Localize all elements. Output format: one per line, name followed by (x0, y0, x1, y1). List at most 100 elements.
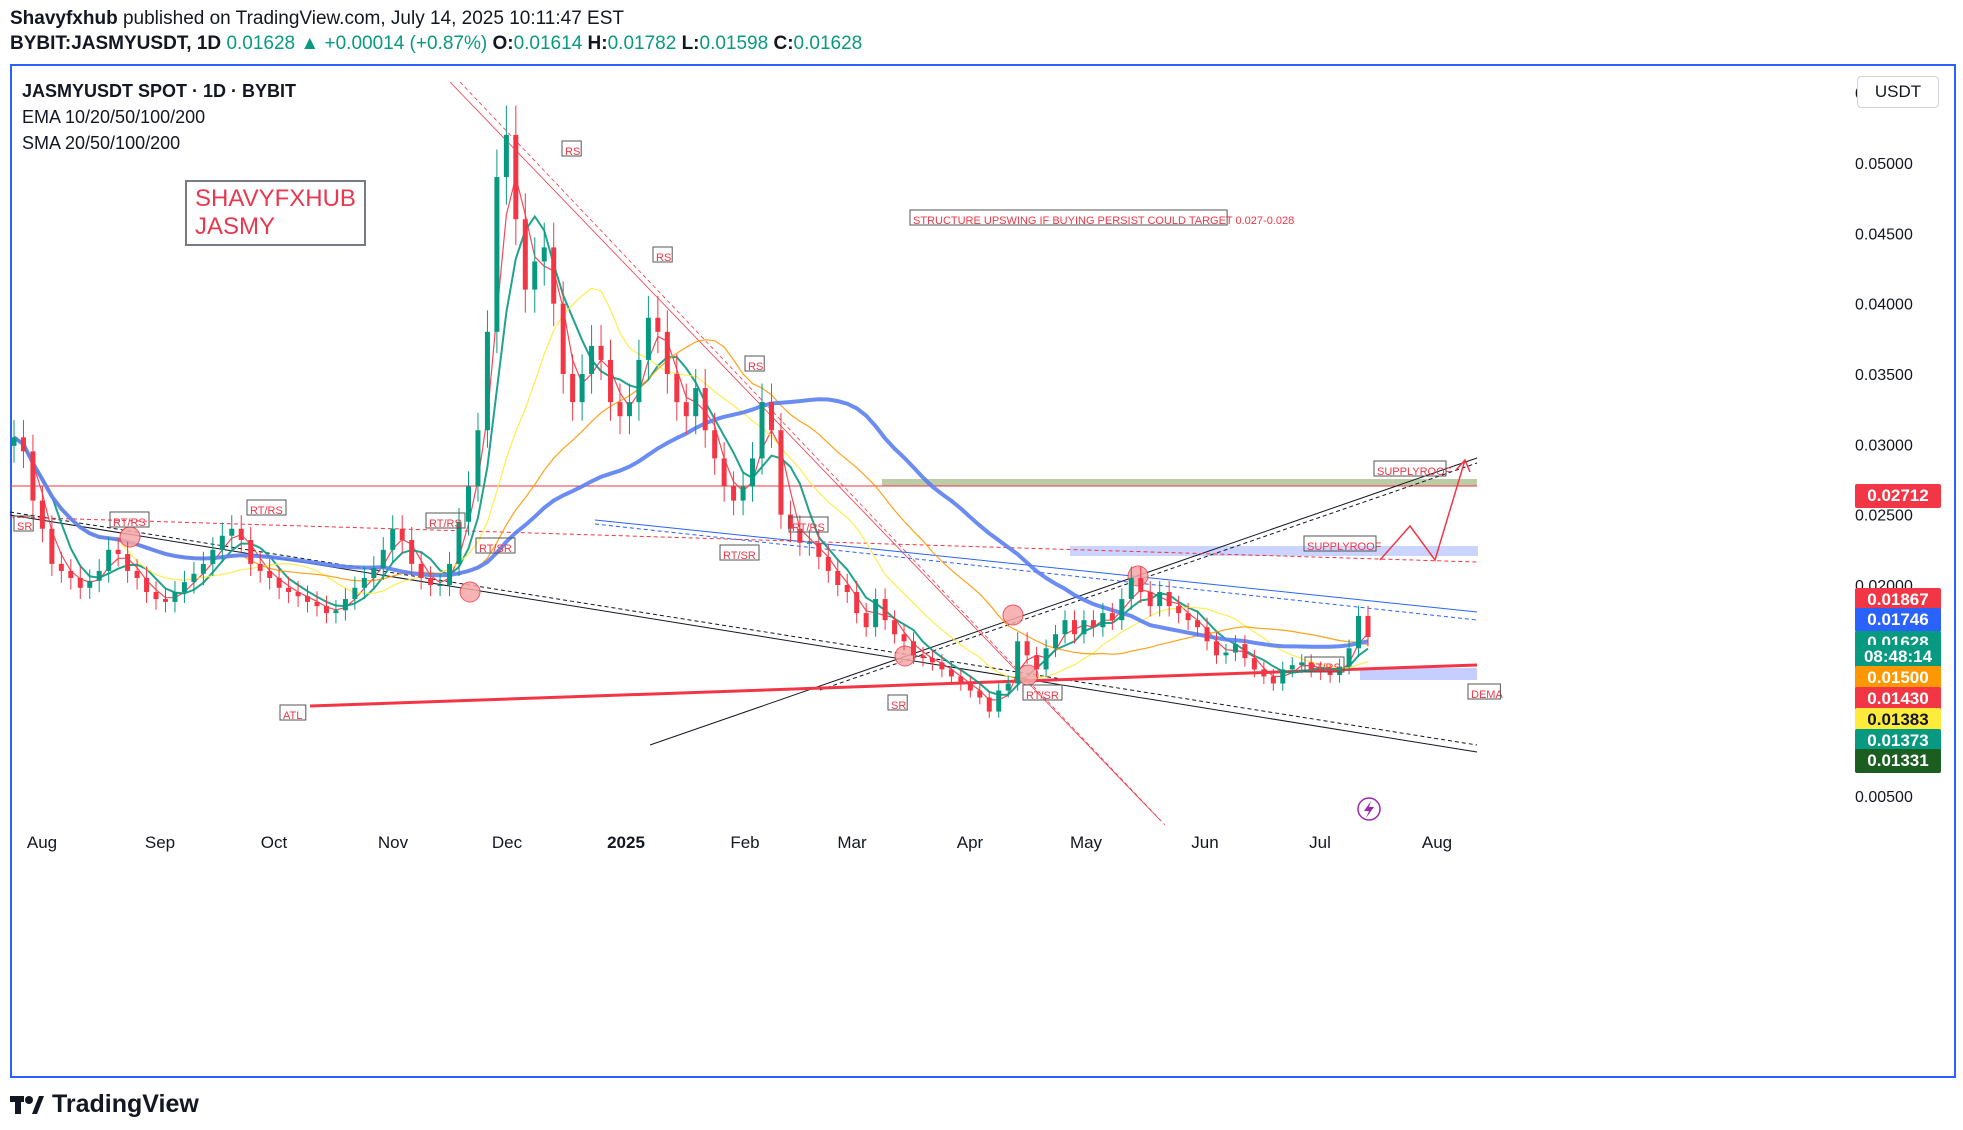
ema-10-line (13, 176, 1369, 701)
candle-body (144, 577, 150, 593)
tag-text: RS (656, 252, 671, 264)
candle-body (1195, 620, 1201, 628)
candle-body (380, 549, 386, 569)
candle-body (248, 539, 254, 564)
candle-body (1289, 665, 1295, 670)
y-tick-label: 0.04500 (1855, 226, 1913, 243)
ema-200-line (12, 397, 1369, 649)
candle-body (825, 556, 831, 571)
footer-brand[interactable]: TradingView (10, 1090, 199, 1119)
candle-body (1337, 666, 1343, 676)
candle-body (1232, 644, 1238, 653)
price-axis-label: 0.01500 (1855, 666, 1941, 690)
candle-body (1318, 669, 1324, 673)
candle-body (1053, 634, 1059, 649)
level-tag: RT/SR (719, 544, 760, 562)
candle-body (693, 388, 699, 417)
pivot-marker (459, 581, 481, 603)
change-arrow-icon: ▲ (300, 33, 320, 54)
candle-body (323, 606, 329, 614)
tag-border (1467, 683, 1501, 700)
author-name[interactable]: Shavyfxhub (10, 8, 118, 29)
candle-body (484, 331, 490, 431)
candle-body (683, 402, 689, 417)
tag-border (1304, 656, 1345, 673)
ema-20-line (13, 214, 1369, 696)
candle-body (977, 690, 983, 698)
tradingview-logo-icon (10, 1094, 44, 1116)
candle-body (219, 535, 225, 550)
candle-body (560, 303, 566, 374)
level-tag: SR (13, 515, 34, 533)
currency-button[interactable]: USDT (1857, 76, 1939, 108)
candle-body (1166, 592, 1172, 607)
candle-body (428, 577, 434, 585)
ascending-channel-line (649, 457, 1478, 746)
tag-text: RT/SR (723, 550, 756, 562)
candle-body (778, 430, 784, 515)
candle-body (399, 528, 405, 540)
tag-text: SUPPLYROOF (1377, 466, 1452, 478)
pivot-marker (119, 526, 141, 548)
candle-body (1185, 613, 1191, 621)
candle-body (1214, 641, 1220, 656)
candle-body (598, 345, 604, 360)
candle-body (835, 570, 841, 585)
candle-body (532, 261, 538, 290)
x-tick-label: Aug (1422, 833, 1452, 852)
price-axis-label: 0.02712 (1855, 484, 1941, 508)
candle-body (134, 570, 140, 578)
candle-body (1270, 676, 1276, 684)
descending-trendline-dashed (459, 81, 1166, 826)
candle-body (712, 430, 718, 459)
tag-text: RT/RS (250, 505, 283, 517)
candle-body (1015, 641, 1021, 684)
candle-body (1147, 592, 1153, 607)
candle-body (967, 683, 973, 691)
sma-100-line (13, 339, 1369, 655)
y-tick-label: 0.02500 (1855, 508, 1913, 525)
candle-body (314, 601, 320, 607)
alert-lightning-icon (1357, 797, 1381, 821)
last-price: 0.01628 (226, 33, 296, 54)
candle-body (986, 697, 992, 712)
candle-body (1062, 620, 1068, 635)
low-value: 0.01598 (699, 33, 769, 54)
brand-line-2: JASMY (195, 213, 276, 240)
legend-sma[interactable]: SMA 20/50/100/200 (22, 133, 181, 153)
legend-ema[interactable]: EMA 10/20/50/100/200 (22, 107, 206, 127)
candle-body (1119, 599, 1125, 621)
candle-body (806, 542, 812, 544)
tag-text: RT/SR (479, 543, 512, 555)
candle-body (1109, 613, 1115, 621)
candle-body (58, 563, 64, 571)
candle-body (96, 570, 102, 581)
candle-body (181, 582, 187, 593)
candle-body (1223, 652, 1229, 656)
y-tick-label: 0.03000 (1855, 437, 1913, 454)
tag-text: STRUCTURE UPSWING IF BUYING PERSIST COUL… (913, 215, 1294, 227)
candle-body (1327, 672, 1333, 676)
tag-border (13, 515, 34, 532)
candle-body (626, 402, 632, 417)
level-tag: RS (652, 246, 673, 264)
candle-body (447, 563, 453, 585)
candle-body (1356, 615, 1362, 649)
tag-text: RT/RS (429, 518, 462, 530)
candle-body (1090, 620, 1096, 628)
candle-body (787, 514, 793, 529)
x-tick-label: Mar (837, 833, 867, 852)
candle-body (162, 599, 168, 602)
candle-body (1204, 627, 1210, 642)
y-tick-label: 0.04000 (1855, 297, 1913, 314)
candle-body (295, 592, 301, 597)
candle-body (579, 374, 585, 403)
tag-border (719, 544, 760, 561)
candle-body (229, 528, 235, 536)
close-label: C: (773, 33, 794, 54)
pivot-marker (894, 645, 916, 667)
level-tag: RT/SR (475, 537, 516, 555)
tag-border (1022, 684, 1063, 701)
x-tick-label: Jun (1191, 833, 1218, 852)
